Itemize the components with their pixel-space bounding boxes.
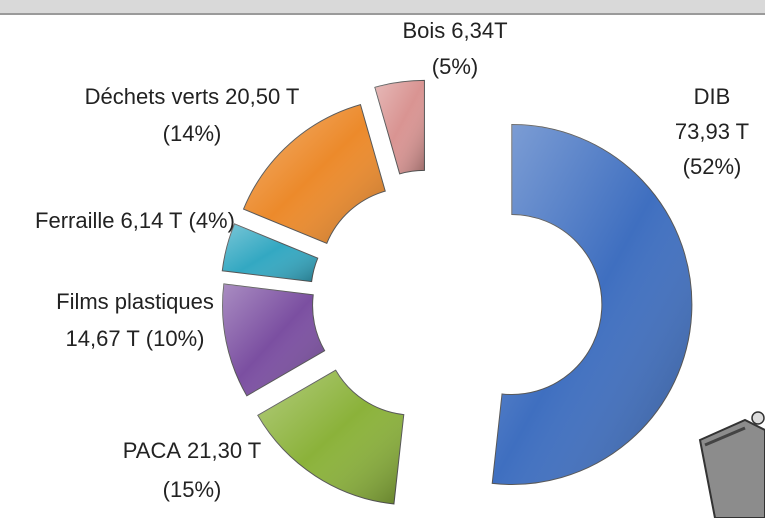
data-label: (5%) <box>432 54 478 79</box>
label-categories: Films plastiques <box>56 289 214 314</box>
label-percent-labels: (4%) <box>189 208 235 233</box>
slice-group <box>221 223 319 283</box>
slice-group <box>257 369 405 505</box>
data-label: Déchets verts 20,50 T <box>85 84 300 109</box>
slice-shade <box>492 124 692 485</box>
data-label: Ferraille 6,14 T (4%) <box>35 208 235 233</box>
slice-shade <box>222 223 318 282</box>
label-categories: Bois <box>402 18 445 43</box>
label-value-labels: 20,50 T <box>225 84 299 109</box>
label-percent-labels: (15%) <box>163 477 222 502</box>
slice-shade <box>257 370 404 505</box>
slice-group <box>222 283 326 397</box>
data-label: (14%) <box>163 121 222 146</box>
label-categories: Déchets verts <box>85 84 220 109</box>
label-value-labels: 73,93 T <box>675 119 749 144</box>
slice-group <box>491 123 693 485</box>
data-label: Bois 6,34T <box>402 18 507 43</box>
label-categories: DIB <box>694 84 731 109</box>
label-value-labels: 14,67 T <box>66 326 140 351</box>
label-percent-labels: (14%) <box>163 121 222 146</box>
label-value-labels: 6,14 T <box>121 208 183 233</box>
data-label: (52%) <box>683 154 742 179</box>
label-value-labels: 6,34T <box>451 18 507 43</box>
trash-icon <box>698 411 765 518</box>
data-label: 14,67 T (10%) <box>66 326 205 351</box>
data-label: Films plastiques <box>56 289 214 314</box>
label-categories: Ferraille <box>35 208 114 233</box>
data-label: (15%) <box>163 477 222 502</box>
slice-group <box>374 79 425 175</box>
slice-shade <box>374 80 425 174</box>
data-label: DIB <box>694 84 731 109</box>
top-bar <box>0 0 765 14</box>
data-label: PACA 21,30 T <box>123 438 262 463</box>
slice-shade <box>243 104 386 244</box>
slice-group <box>242 103 386 245</box>
data-label: 73,93 T <box>675 119 749 144</box>
slice-shade <box>222 283 325 396</box>
label-value-labels: 21,30 T <box>187 438 261 463</box>
label-percent-labels: (52%) <box>683 154 742 179</box>
label-percent-labels: (10%) <box>146 326 205 351</box>
label-categories: PACA <box>123 438 182 463</box>
label-percent-labels: (5%) <box>432 54 478 79</box>
